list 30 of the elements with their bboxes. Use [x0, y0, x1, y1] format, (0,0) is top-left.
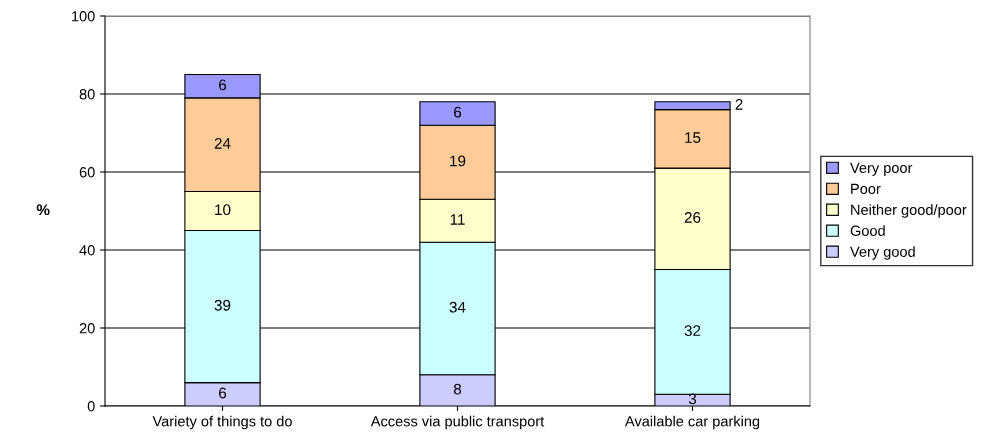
y-tick-label: 100: [72, 11, 95, 22]
data-label: 10: [215, 204, 231, 216]
data-label: 39: [214, 299, 231, 311]
y-tick-label: 60: [79, 167, 95, 178]
data-label: 11: [450, 214, 465, 225]
data-label: 32: [684, 325, 701, 336]
data-label: 2: [735, 98, 743, 110]
data-label: 6: [219, 387, 227, 399]
legend-label: Neither good/poor: [851, 204, 967, 218]
y-tick-label: 20: [79, 323, 95, 334]
x-tick-label: Variety of things to do: [152, 415, 292, 430]
data-label: 26: [684, 212, 701, 223]
legend-label: Very poor: [850, 162, 913, 176]
data-label: 15: [685, 132, 701, 143]
data-label: 34: [449, 301, 466, 313]
data-label: 8: [453, 383, 462, 395]
y-tick-label: 0: [87, 401, 95, 412]
data-label: 6: [219, 79, 227, 91]
legend-label: Good: [850, 225, 885, 236]
y-tick-label: 40: [79, 245, 95, 256]
legend-label: Poor: [851, 183, 881, 194]
y-axis-title: %: [36, 204, 50, 216]
legend-label: Very good: [850, 246, 915, 260]
y-tick-label: 80: [79, 89, 95, 100]
data-label: 3: [688, 393, 697, 405]
data-label: 6: [454, 106, 462, 118]
x-tick-label: Available car parking: [624, 415, 760, 430]
data-label: 24: [214, 137, 231, 149]
data-label: 19: [450, 155, 466, 167]
x-tick-label: Access via public transport: [370, 415, 545, 430]
